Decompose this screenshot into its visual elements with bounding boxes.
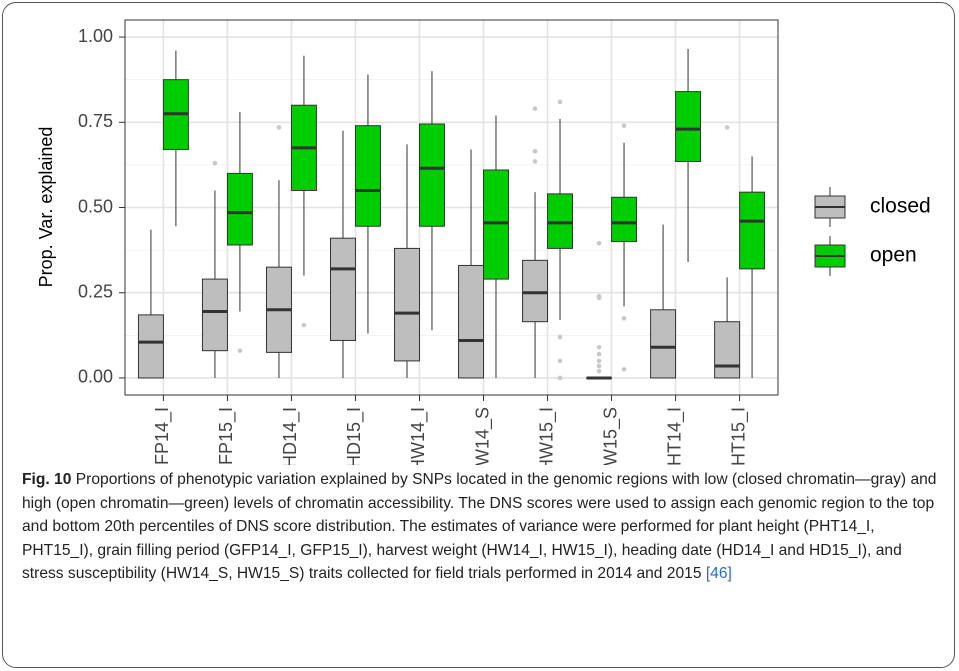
caption-label: Fig. 10 [22, 471, 72, 488]
box-outlier [557, 99, 563, 105]
y-tick-label: 1.00 [78, 26, 113, 46]
box-outlier [596, 351, 602, 357]
caption-ref[interactable]: [46] [705, 565, 732, 583]
box-outlier [724, 125, 730, 130]
box-box [394, 247, 420, 362]
y-tick-label: 0.50 [78, 196, 113, 216]
box-box [483, 169, 509, 280]
box-box [675, 91, 702, 162]
legend-label: closed [870, 195, 931, 218]
caption-text: Proportions of phenotypic variation expl… [22, 471, 937, 583]
box-outlier [276, 125, 282, 130]
y-tick-label: 0.75 [78, 111, 113, 131]
y-axis-title: Prop. Var. explained [36, 127, 56, 288]
box-outlier [596, 358, 602, 364]
box-outlier [557, 375, 563, 381]
box-outlier [557, 358, 563, 364]
box-outlier [212, 160, 218, 166]
box-box [354, 125, 381, 227]
box-outlier [557, 334, 563, 340]
box-box [330, 237, 356, 341]
box-box [458, 264, 485, 379]
box-outlier [596, 344, 602, 350]
box-box [650, 309, 677, 379]
box-box [547, 193, 573, 249]
y-tick-label: 0.00 [78, 367, 113, 387]
x-tick-label: HD14_I [280, 407, 301, 465]
x-tick-label: HW14_I [408, 407, 429, 465]
box-outlier [532, 106, 538, 111]
box-box [137, 314, 164, 379]
chart: Prop. Var. explained 0.00 0.25 0.50 0.75 1.0… [36, 19, 931, 465]
box-outlier [532, 159, 538, 164]
x-tick-label: HW14_S [472, 407, 493, 465]
box-box [201, 278, 228, 352]
x-tick-label: GFP14_I [152, 407, 173, 465]
box-box [226, 172, 253, 246]
box-outlier [621, 315, 627, 321]
box-outlier [596, 368, 602, 374]
x-tick-label: HD15_I [344, 407, 365, 465]
x-tick-label: GFP15_I [216, 407, 237, 465]
box-box [522, 259, 549, 323]
box-outlier [596, 363, 602, 369]
box-outlier [301, 322, 307, 328]
y-tick-label: 0.25 [78, 281, 113, 301]
box-outlier [596, 295, 602, 301]
box-outlier [237, 348, 243, 353]
x-tick-label: HW15_S [600, 407, 621, 465]
x-tick-label: HW15_I [536, 407, 557, 465]
box-box [739, 191, 766, 270]
x-tick-label: PHT14_I [664, 407, 685, 465]
box-box [611, 196, 638, 243]
box-outlier [596, 240, 602, 246]
box-box [418, 123, 445, 227]
x-tick-label: PHT15_I [728, 407, 749, 465]
box-box [714, 321, 741, 379]
caption: Fig. 10 Proportions of phenotypic variat… [22, 468, 937, 586]
box-outlier [621, 123, 627, 128]
box-outlier [532, 148, 538, 154]
legend-label: open [870, 244, 917, 267]
box-outlier [621, 367, 627, 372]
